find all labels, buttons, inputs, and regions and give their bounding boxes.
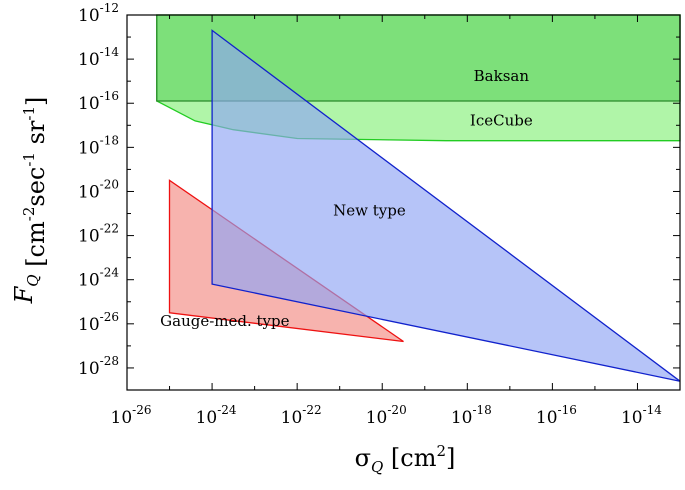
y-tick-label: 10-18 <box>78 133 119 158</box>
x-tick-label: 10-16 <box>536 403 577 428</box>
baksan-region-label: Baksan <box>474 67 530 85</box>
y-tick-label: 10-14 <box>78 45 119 70</box>
y-axis-title: FQ [cm-2sec-1 sr-1] <box>10 97 50 305</box>
y-tick-labels: 10-12 10-14 10-16 10-18 10-20 10-22 10-24 10-26… <box>78 1 119 379</box>
region-labels-layer: IceCube Baksan Gauge-med. type New type <box>160 67 533 330</box>
plot-frame <box>126 14 681 391</box>
new-type-region <box>211 29 681 382</box>
y-tick-label: 10-28 <box>78 354 119 379</box>
y-tick-label: 10-26 <box>78 310 119 335</box>
x-tick-label: 10-26 <box>111 403 152 428</box>
gauge-mediated-region-label: Gauge-med. type <box>160 312 289 330</box>
x-tick-label: 10-24 <box>196 403 237 428</box>
y-tick-label: 10-22 <box>78 222 119 247</box>
icecube-region-label: IceCube <box>470 111 533 129</box>
regions-layer <box>156 14 681 382</box>
x-tick-label: 10-18 <box>451 403 492 428</box>
x-tick-label: 10-22 <box>281 403 322 428</box>
new-type-region-label: New type <box>333 202 406 220</box>
x-tick-label: 10-14 <box>621 403 662 428</box>
x-tick-label: 10-20 <box>366 403 407 428</box>
y-tick-label: 10-24 <box>78 266 119 291</box>
x-tick-labels: 10-26 10-24 10-22 10-20 10-18 10-16 10-14 <box>111 403 663 428</box>
y-tick-label: 10-16 <box>78 89 119 114</box>
x-axis-title: σQ [cm2] <box>355 442 456 476</box>
y-tick-label: 10-20 <box>78 177 119 202</box>
y-tick-label: 10-12 <box>78 1 119 26</box>
